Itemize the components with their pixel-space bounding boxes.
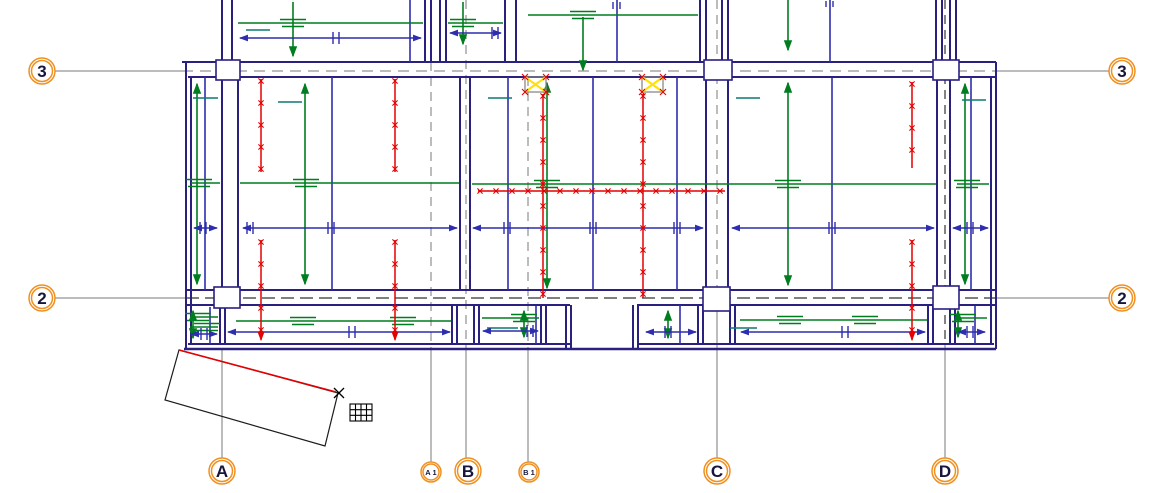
holddown-symbols <box>521 73 667 96</box>
x-tick-marks <box>640 93 646 297</box>
shear-lines <box>257 78 916 342</box>
x-tick-marks <box>392 239 398 333</box>
grid-bubble-B1[interactable]: B 1 <box>518 461 540 483</box>
grid-bubbles: 3 3 2 2 A A 1 B B 1 <box>28 57 1136 485</box>
x-box-symbol <box>638 73 667 96</box>
grid-bubble-A1[interactable]: A 1 <box>420 461 442 483</box>
dimension-lines <box>189 26 990 341</box>
grid-bubble-B[interactable]: B <box>454 457 482 485</box>
grid-bubble-2-right[interactable]: 2 <box>1108 284 1136 312</box>
grid-bubble-3-left[interactable]: 3 <box>28 57 56 85</box>
svg-text:2: 2 <box>1117 289 1126 308</box>
svg-text:3: 3 <box>37 62 46 81</box>
x-tick-marks <box>258 239 264 333</box>
crosshair-cursor <box>333 387 345 399</box>
x-tick-marks <box>477 188 723 194</box>
x-tick-marks <box>909 239 915 333</box>
svg-text:D: D <box>939 462 951 481</box>
svg-text:A 1: A 1 <box>425 468 436 477</box>
grid-bubble-C[interactable]: C <box>703 457 731 485</box>
rotated-rectangle[interactable] <box>164 349 339 447</box>
x-tick-marks <box>392 78 398 172</box>
svg-text:B: B <box>462 462 474 481</box>
svg-text:A: A <box>216 462 228 481</box>
table-grid-cursor-icon <box>349 403 373 422</box>
joist-lines <box>184 0 989 340</box>
grid-bubble-3-right[interactable]: 3 <box>1108 57 1136 85</box>
walls <box>182 0 997 351</box>
grid-bubble-D[interactable]: D <box>931 457 959 485</box>
svg-text:B 1: B 1 <box>523 468 535 477</box>
columns <box>213 59 960 312</box>
svg-text:2: 2 <box>37 289 46 308</box>
grid-bubble-A[interactable]: A <box>208 457 236 485</box>
x-tick-marks <box>258 78 264 172</box>
svg-text:C: C <box>711 462 723 481</box>
beam-lines <box>204 0 976 344</box>
grid-lines <box>55 0 1109 462</box>
x-box-symbol <box>521 73 550 96</box>
grid-bubble-2-left[interactable]: 2 <box>28 284 56 312</box>
annotation-sketch <box>164 349 373 447</box>
red-diagonal-line <box>178 349 337 393</box>
svg-text:3: 3 <box>1117 62 1126 81</box>
x-tick-marks <box>540 93 546 297</box>
x-tick-marks <box>909 81 915 153</box>
